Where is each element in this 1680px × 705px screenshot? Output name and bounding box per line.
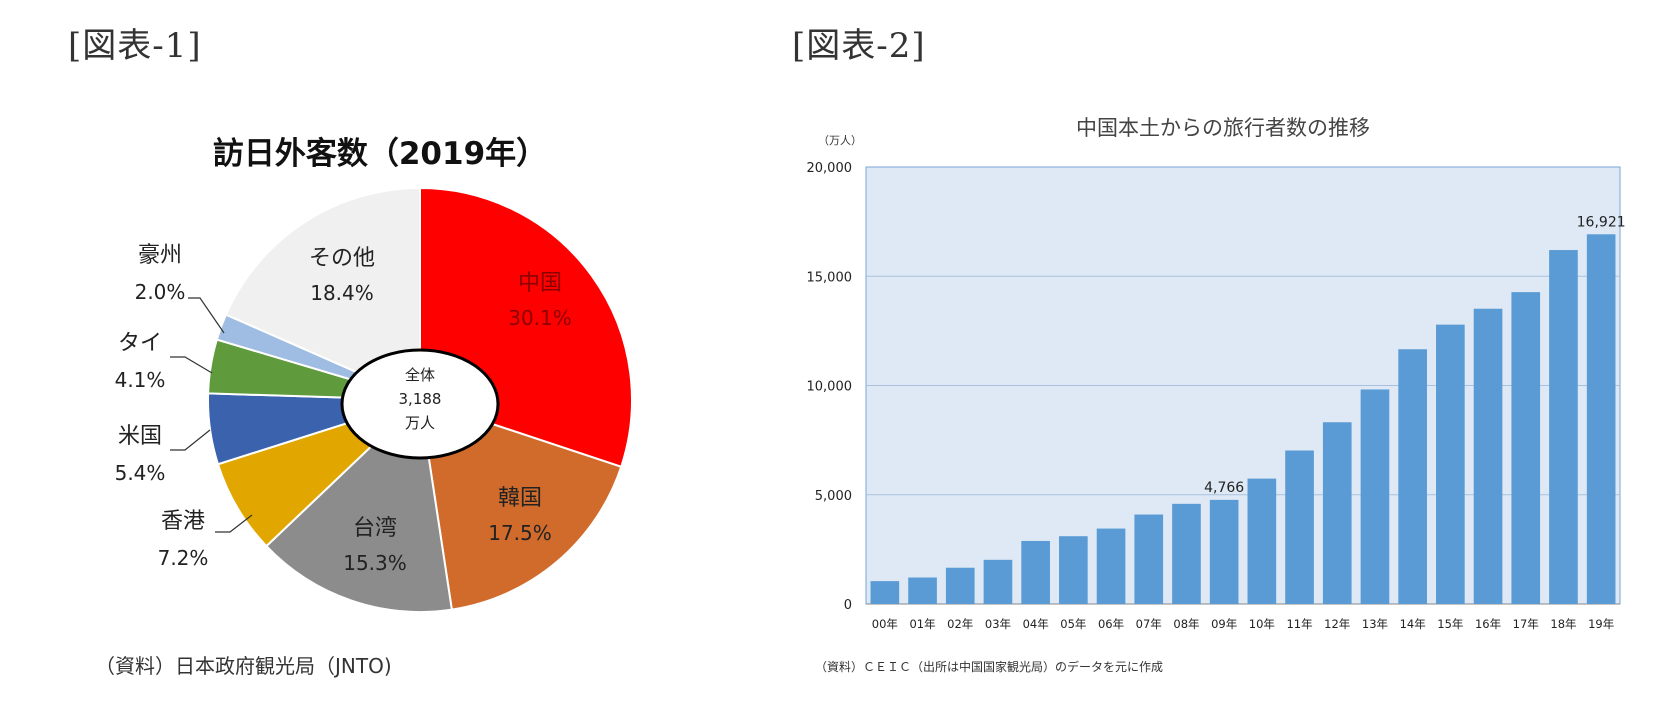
bar-x-tick-label: 13年	[1362, 617, 1388, 631]
pie-slice-value: 18.4%	[310, 281, 374, 305]
bar-x-tick-label: 18年	[1550, 617, 1576, 631]
pie-slice-name: 豪州	[138, 243, 182, 268]
figure-2-label: [図表-2]	[792, 26, 926, 66]
bar-14年	[1398, 349, 1427, 604]
pie-slice-value: 17.5%	[488, 521, 552, 545]
bar-y-axis-label: （万人）	[818, 134, 862, 147]
bar-x-tick-label: 01年	[909, 617, 935, 631]
bar-y-tick-label: 0	[844, 598, 852, 613]
pie-chart: 中国 30.1% 韓国 17.5% 台湾 15.3% 香港 7.2% 米国 5.4% タイ 4.1% 豪…	[115, 186, 633, 613]
bar-x-tick-label: 16年	[1475, 617, 1501, 631]
bar-data-label: 16,921	[1577, 214, 1626, 230]
pie-slice-value: 30.1%	[508, 306, 572, 330]
bar-12年	[1322, 422, 1352, 604]
figure-1-label: [図表-1]	[68, 26, 202, 66]
bar-13年	[1360, 389, 1390, 604]
bar-18年	[1549, 250, 1578, 604]
bar-x-tick-label: 02年	[947, 617, 973, 631]
bar-15年	[1436, 324, 1465, 604]
bar-08年	[1172, 503, 1201, 604]
pie-slice-name: タイ	[118, 331, 162, 356]
pie-slice-name: 台湾	[353, 516, 397, 541]
bar-x-tick-label: 06年	[1098, 617, 1124, 631]
pie-slice-value: 2.0%	[135, 280, 186, 304]
pie-center-label: 全体	[405, 366, 435, 384]
bar-01年	[908, 577, 937, 604]
bar-y-tick-label: 20,000	[807, 161, 853, 176]
bar-x-tick-label: 19年	[1588, 617, 1614, 631]
pie-slice-name: 中国	[518, 271, 562, 296]
pie-slice-value: 15.3%	[343, 551, 407, 575]
bar-10年	[1247, 478, 1277, 604]
bar-plot-area	[865, 166, 1621, 605]
pie-slice-name: 韓国	[498, 486, 542, 511]
bar-x-tick-label: 05年	[1060, 617, 1086, 631]
bar-02年	[945, 567, 975, 604]
bar-x-tick-label: 08年	[1173, 617, 1199, 631]
bar-x-tick-label: 07年	[1136, 617, 1162, 631]
pie-slice-value: 5.4%	[115, 461, 166, 485]
bar-x-tick-label: 00年	[872, 617, 898, 631]
bar-y-tick-label: 5,000	[815, 489, 852, 504]
pie-slice-name: 米国	[118, 424, 162, 449]
bar-x-tick-label: 09年	[1211, 617, 1237, 631]
bar-x-tick-label: 11年	[1286, 617, 1312, 631]
bar-04年	[1021, 540, 1050, 604]
bar-x-tick-label: 14年	[1400, 617, 1426, 631]
pie-chart-title: 訪日外客数（2019年）	[212, 136, 548, 172]
pie-center-ellipse	[340, 348, 500, 460]
bar-chart-title: 中国本土からの旅行者数の推移	[1076, 116, 1370, 140]
bar-16年	[1473, 308, 1503, 604]
bar-y-tick-label: 10,000	[807, 380, 853, 395]
leader-line	[215, 514, 253, 533]
bar-09年	[1209, 499, 1239, 604]
pie-source-note: （資料）日本政府観光局（JNTO)	[95, 654, 392, 678]
leader-line	[170, 356, 213, 374]
pie-center-label: 3,188	[399, 390, 442, 408]
bar-05年	[1059, 536, 1088, 604]
bar-source-note: （資料）ＣＥＩＣ（出所は中国国家観光局）のデータを元に作成	[815, 660, 1164, 674]
pie-slice-8	[224, 186, 421, 402]
bar-19年	[1586, 234, 1616, 604]
bar-y-tick-label: 15,000	[807, 270, 853, 285]
bar-11年	[1285, 450, 1314, 604]
leader-line	[188, 297, 225, 334]
pie-slice-name: 香港	[161, 509, 205, 534]
bar-x-tick-label: 10年	[1249, 617, 1275, 631]
pie-slice-name: その他	[309, 246, 375, 271]
pie-slice-value: 7.2%	[158, 546, 209, 570]
pie-slice-value: 4.1%	[115, 368, 166, 392]
bar-data-label: 4,766	[1204, 480, 1244, 496]
pie-center-label: 万人	[405, 414, 435, 432]
pie-slice-2	[418, 398, 623, 611]
bar-00年	[870, 581, 900, 604]
bar-x-tick-label: 04年	[1023, 617, 1049, 631]
bar-03年	[983, 559, 1013, 604]
leader-line	[170, 429, 211, 451]
bar-x-tick-label: 12年	[1324, 617, 1350, 631]
bar-07年	[1134, 514, 1164, 604]
bar-x-tick-label: 15年	[1437, 617, 1463, 631]
bar-17年	[1511, 292, 1541, 604]
bar-x-tick-label: 03年	[985, 617, 1011, 631]
bar-06年	[1096, 528, 1126, 604]
bar-x-tick-label: 17年	[1513, 617, 1539, 631]
